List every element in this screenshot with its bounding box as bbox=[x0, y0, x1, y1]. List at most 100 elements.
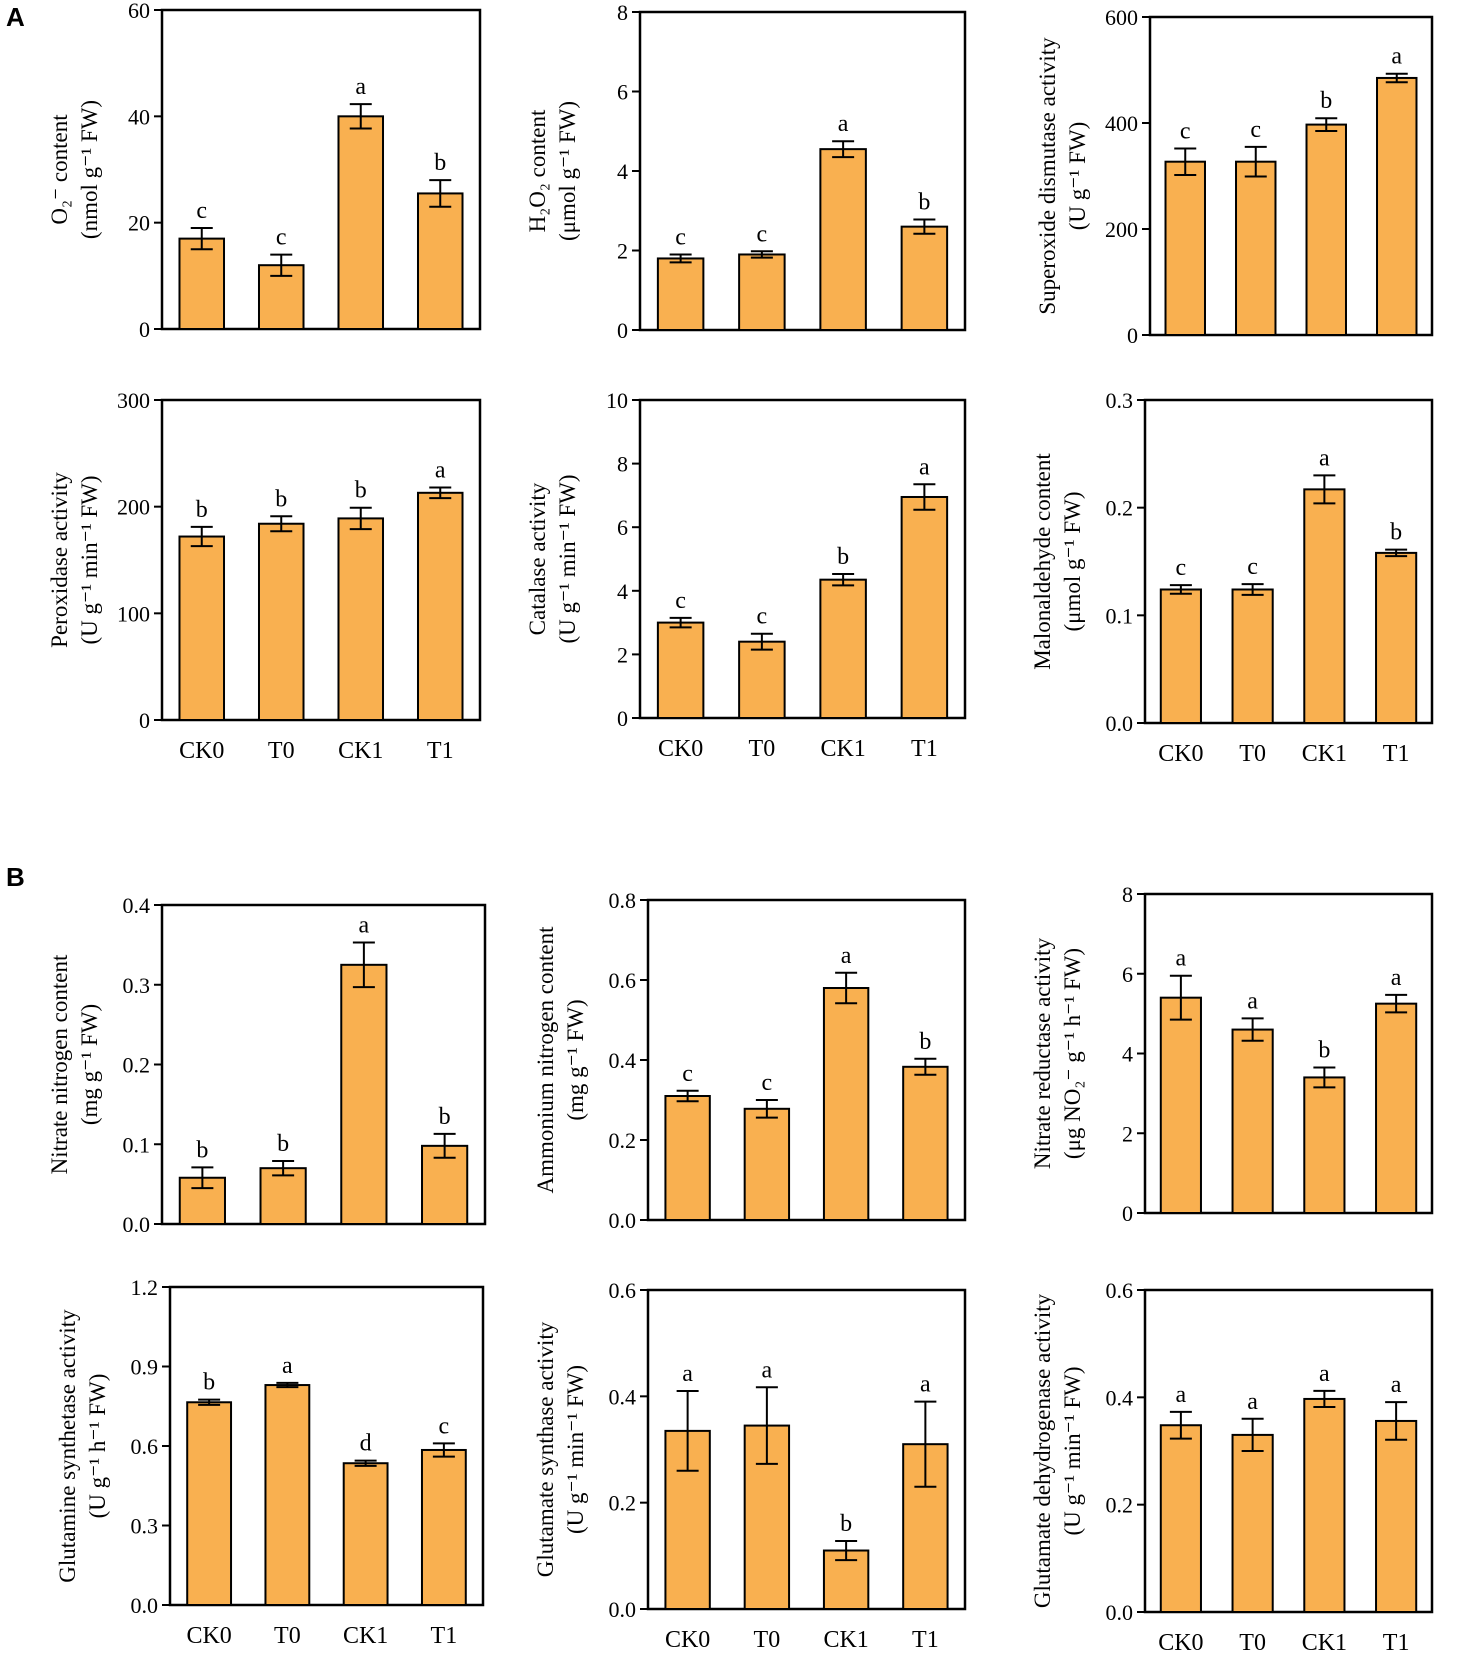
y-axis-label-line-1: Malonaldehyde content bbox=[1030, 453, 1055, 670]
significance-letter: b bbox=[837, 544, 849, 570]
x-tick-label: T0 bbox=[1239, 741, 1266, 767]
chart-9: 0 2 4 6 8 a a b a Nitrate reductase activity (μg N… bbox=[1030, 882, 1434, 1226]
significance-letter: a bbox=[920, 1372, 931, 1398]
bar-ck0 bbox=[1159, 996, 1202, 1214]
significance-letter: a bbox=[1391, 965, 1402, 991]
y-axis-label-line-2: (nmol g⁻¹ FW) bbox=[77, 100, 102, 239]
significance-letter: b bbox=[196, 497, 208, 523]
significance-letter: b bbox=[203, 1370, 215, 1396]
significance-letter: a bbox=[762, 1357, 773, 1383]
significance-letter: a bbox=[1247, 1389, 1258, 1415]
y-tick-label: 8 bbox=[1122, 882, 1133, 907]
y-tick-label: 8 bbox=[617, 452, 628, 477]
plot-frame bbox=[1148, 15, 1434, 337]
bar-ck1 bbox=[1303, 1397, 1346, 1614]
chart-8: 0.0 0.2 0.4 0.6 0.8 c c a b Ammonium nitrogen con… bbox=[533, 888, 967, 1233]
bar-ck0 bbox=[656, 257, 705, 332]
y-tick-label: 0.4 bbox=[609, 1048, 637, 1073]
bar-t1 bbox=[1375, 1002, 1418, 1214]
chart-10: 0.0 0.3 0.6 0.9 1.2 b CK0 a T0 d CK1 c T1 Glutamine s… bbox=[55, 1275, 485, 1649]
x-tick-label: T1 bbox=[1383, 1630, 1410, 1656]
y-axis-label-line-2: (U g⁻¹ FW) bbox=[1065, 122, 1090, 230]
bar-ck0 bbox=[186, 1401, 233, 1607]
bar-ck1 bbox=[1305, 123, 1347, 336]
chart-3: 0 200 400 600 c c b a Superoxide dismutase activ… bbox=[1035, 5, 1434, 348]
x-tick-label: T1 bbox=[911, 736, 938, 762]
y-tick-label: 0.0 bbox=[123, 1212, 151, 1237]
y-tick-label: 0 bbox=[139, 317, 150, 342]
y-axis-label-line-1: Catalase activity bbox=[525, 482, 550, 635]
x-tick-label: T0 bbox=[749, 736, 776, 762]
significance-letter: a bbox=[919, 454, 930, 480]
x-tick-label: T0 bbox=[274, 1623, 301, 1649]
y-tick-label: 0.4 bbox=[123, 893, 151, 918]
significance-letter: b bbox=[1318, 1037, 1330, 1063]
significance-letter: c bbox=[1176, 555, 1187, 581]
bar-ck1 bbox=[1303, 488, 1346, 725]
plot-frame bbox=[646, 1288, 967, 1611]
y-tick-label: 200 bbox=[117, 495, 150, 520]
significance-letter: c bbox=[439, 1413, 450, 1439]
y-tick-label: 0.6 bbox=[131, 1434, 159, 1459]
significance-letter: d bbox=[360, 1431, 372, 1457]
bar-t1 bbox=[416, 491, 464, 721]
bar-t1 bbox=[1375, 551, 1418, 724]
y-tick-label: 0.8 bbox=[609, 888, 637, 913]
y-tick-label: 400 bbox=[1105, 111, 1138, 136]
bar-t0 bbox=[738, 640, 786, 719]
y-tick-label: 0.0 bbox=[1106, 711, 1134, 736]
significance-letter: b bbox=[840, 1511, 852, 1537]
y-tick-label: 0.1 bbox=[1106, 603, 1134, 628]
bar-t0 bbox=[1235, 160, 1277, 336]
significance-letter: c bbox=[1180, 118, 1191, 144]
y-tick-label: 40 bbox=[128, 104, 150, 129]
y-tick-label: 4 bbox=[1122, 1042, 1133, 1067]
y-axis-label-line-1: H₂O₂ content bbox=[525, 109, 550, 232]
significance-letter: b bbox=[277, 1131, 289, 1157]
y-tick-label: 0.4 bbox=[1106, 1385, 1134, 1410]
y-axis-label-line-1: Glutamate synthase activity bbox=[533, 1321, 558, 1577]
y-axis-label-line-2: (μmol g⁻¹ FW) bbox=[1060, 492, 1085, 632]
x-tick-label: CK1 bbox=[1302, 1630, 1347, 1656]
significance-letter: b bbox=[196, 1137, 208, 1163]
y-tick-label: 0 bbox=[1122, 1201, 1133, 1226]
bar-t1 bbox=[902, 1065, 949, 1222]
bar-ck0 bbox=[178, 237, 226, 330]
bar-ck0 bbox=[664, 1095, 711, 1221]
significance-letter: c bbox=[196, 198, 207, 224]
significance-letter: a bbox=[1176, 1382, 1187, 1408]
y-tick-label: 300 bbox=[117, 388, 150, 413]
y-tick-label: 1.2 bbox=[131, 1275, 159, 1300]
significance-letter: b bbox=[919, 1029, 931, 1055]
y-tick-label: 100 bbox=[117, 601, 150, 626]
x-tick-label: T0 bbox=[268, 738, 295, 764]
significance-letter: a bbox=[355, 74, 366, 100]
y-axis-label-line-2: (U g⁻¹ min⁻¹ FW) bbox=[1060, 1366, 1085, 1535]
y-tick-label: 6 bbox=[617, 515, 628, 540]
chart-12: 0.0 0.2 0.4 0.6 a CK0 a T0 a CK1 a T1 Glutamate dehy… bbox=[1030, 1278, 1434, 1656]
x-tick-label: CK1 bbox=[823, 1627, 868, 1653]
x-tick-label: CK1 bbox=[1302, 741, 1347, 767]
y-axis-label-line-1: Nitrate nitrogen content bbox=[47, 954, 72, 1174]
y-tick-label: 8 bbox=[617, 0, 628, 25]
bar-ck0 bbox=[656, 621, 705, 719]
x-tick-label: T1 bbox=[1383, 741, 1410, 767]
y-tick-label: 6 bbox=[617, 80, 628, 105]
significance-letter: c bbox=[1247, 554, 1258, 580]
x-tick-label: CK1 bbox=[820, 736, 865, 762]
bar-t0 bbox=[264, 1384, 311, 1607]
y-axis-label-line-1: O₂⁻ content bbox=[47, 114, 72, 225]
significance-letter: c bbox=[276, 225, 287, 251]
bar-t0 bbox=[257, 522, 305, 721]
y-tick-label: 0.2 bbox=[123, 1053, 151, 1078]
y-tick-label: 0.2 bbox=[1106, 1493, 1134, 1518]
y-tick-label: 0.3 bbox=[123, 973, 151, 998]
significance-letter: a bbox=[1319, 445, 1330, 471]
y-tick-label: 600 bbox=[1105, 5, 1138, 30]
bar-t1 bbox=[416, 192, 464, 330]
y-tick-label: 2 bbox=[617, 642, 628, 667]
significance-letter: c bbox=[675, 224, 686, 250]
y-tick-label: 2 bbox=[1122, 1121, 1133, 1146]
y-axis-label-line-1: Superoxide dismutase activity bbox=[1035, 37, 1060, 315]
x-tick-label: CK0 bbox=[665, 1627, 710, 1653]
